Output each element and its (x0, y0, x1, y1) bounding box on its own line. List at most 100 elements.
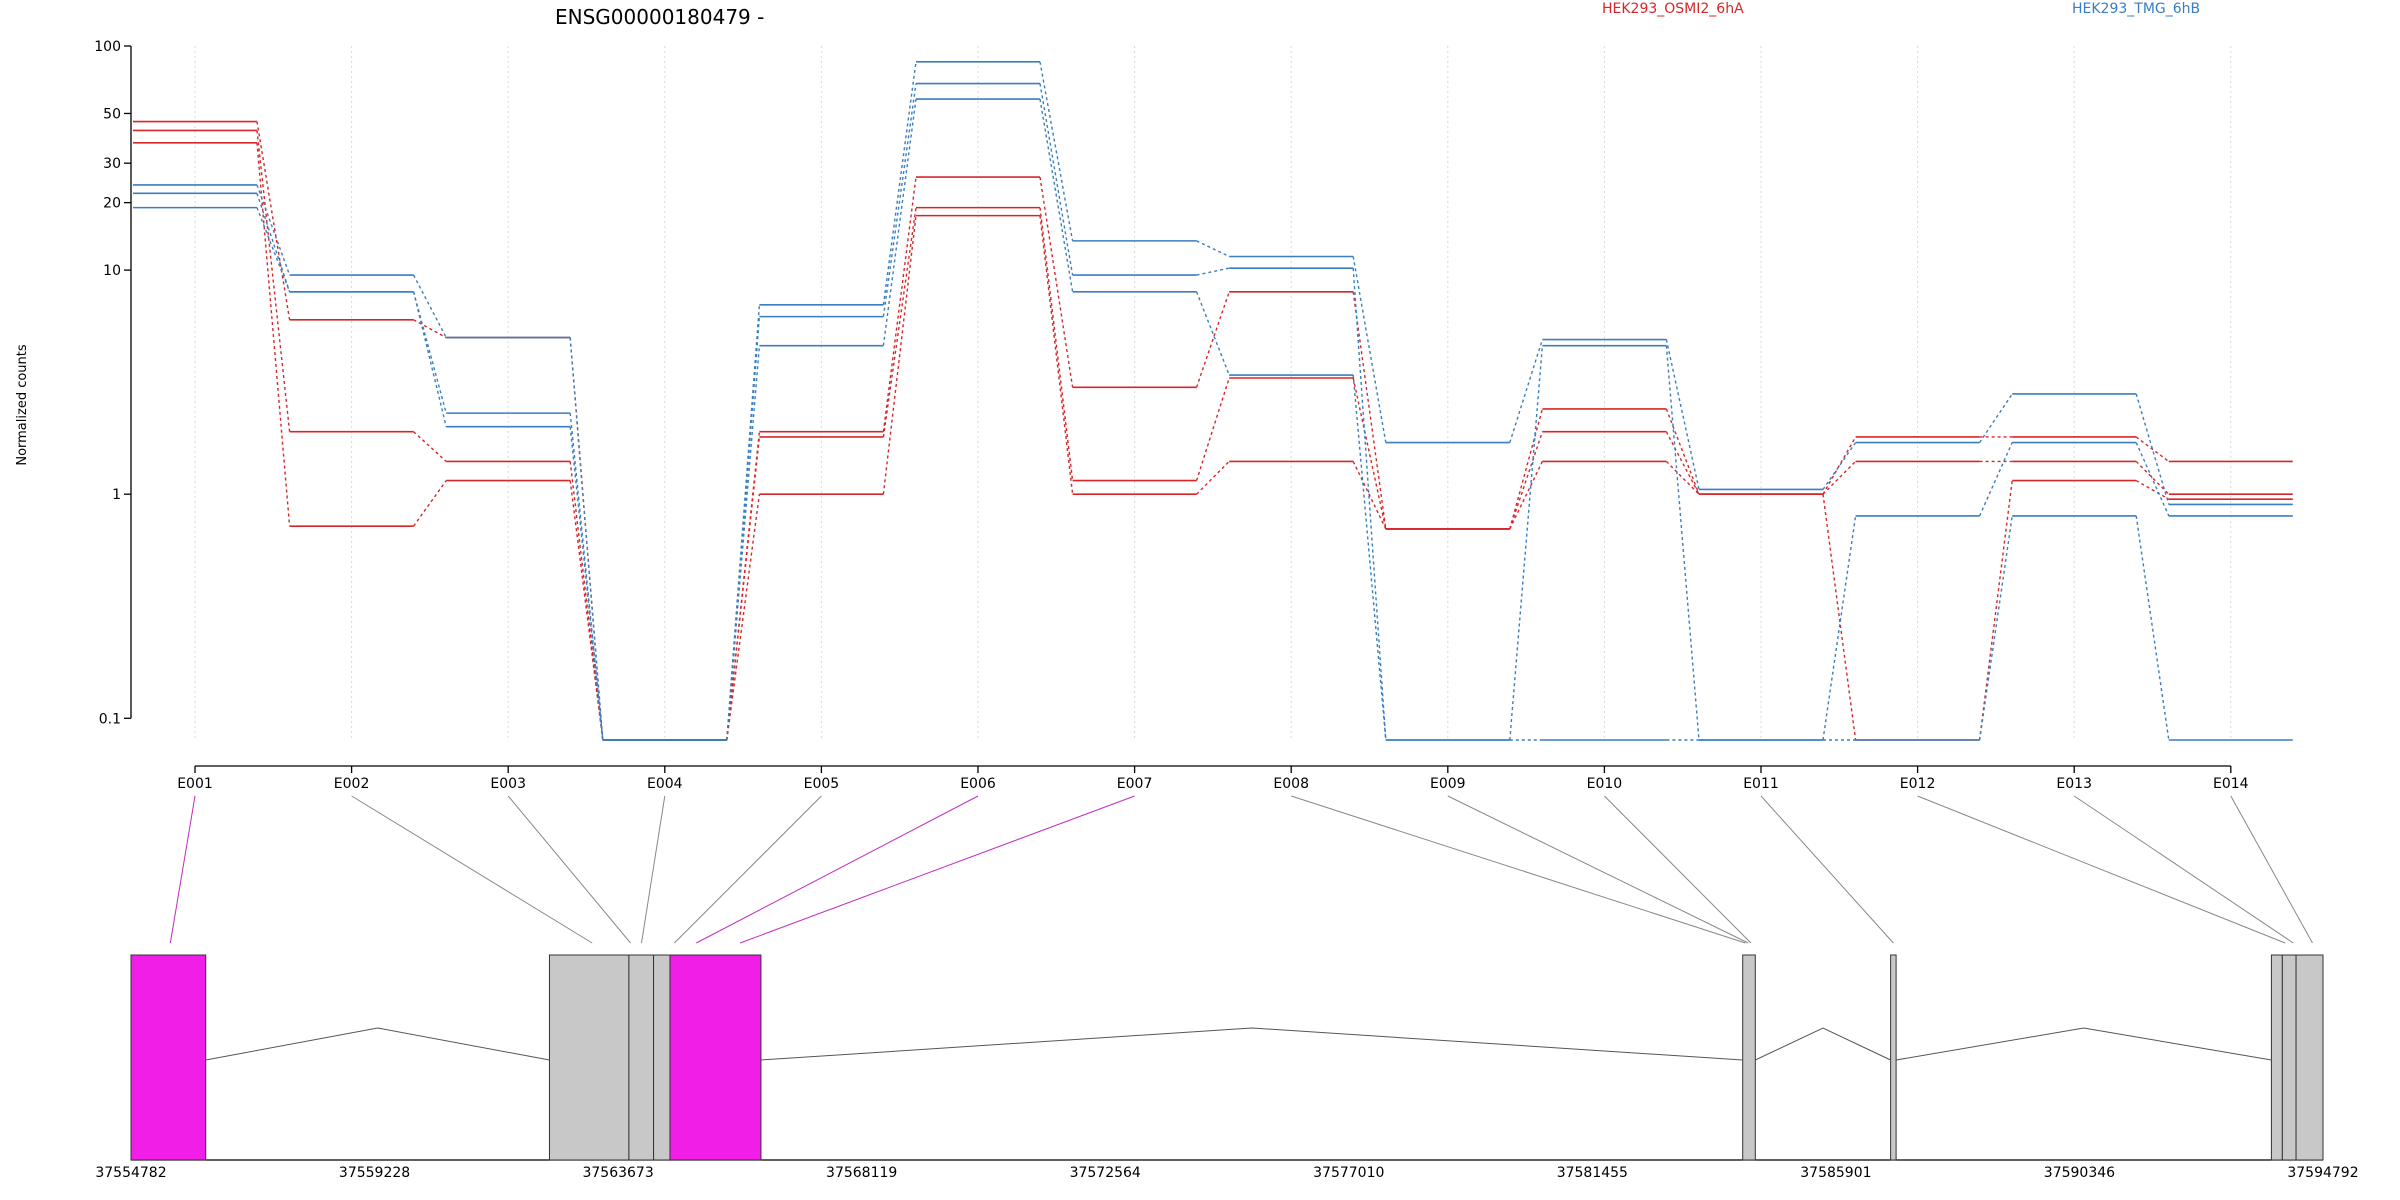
series-2-link (882, 215, 917, 495)
series-1-link (1665, 431, 1700, 495)
x-tick-label-E003: E003 (490, 776, 526, 792)
gene-model: 37554782 37559228 37563673 37568119 37572564… (95, 954, 2359, 1181)
series-5-link (882, 98, 917, 346)
series-1-link (1195, 377, 1230, 481)
y-tick-label: 100 (94, 39, 121, 55)
connector-E009 (1447, 795, 1749, 944)
series-2-link (569, 480, 604, 741)
series-5-link (412, 291, 447, 427)
series-0-link (413, 319, 447, 339)
series-2-link (413, 480, 447, 527)
series-0-link (1822, 436, 1857, 495)
intron-line (205, 1027, 550, 1061)
series-2-link (2135, 479, 2170, 500)
series-3-link (1509, 339, 1544, 443)
exon-box-E005 (669, 954, 762, 1161)
series-1-link (726, 436, 761, 741)
connector-E002 (351, 795, 593, 944)
series-0-link (2135, 436, 2170, 463)
exon-box-E003 (628, 954, 655, 1161)
x-tick-label-E004: E004 (647, 776, 683, 792)
series-3-link (1665, 339, 1700, 490)
series-4-link (256, 193, 291, 293)
series-0-link (1195, 291, 1230, 388)
gene-coord-label: 37585901 (1800, 1165, 1871, 1181)
series-1-link (1822, 460, 1857, 495)
series-1-link (882, 207, 917, 438)
series-2-link (1509, 461, 1544, 530)
series-3-link (569, 337, 604, 741)
y-tick-label: 10 (103, 263, 121, 279)
series-lines (133, 61, 2293, 741)
y-tick-label: 20 (103, 196, 121, 212)
x-tick-label-E010: E010 (1587, 776, 1623, 792)
connector-E014 (2230, 795, 2313, 944)
x-tick-label-E005: E005 (804, 776, 840, 792)
exon-box-E004 (653, 954, 671, 1161)
exon-box-E013 (2281, 954, 2297, 1161)
series-0-link (726, 431, 761, 741)
series-1-link (413, 431, 447, 462)
y-tick-label: 1 (112, 487, 121, 503)
gene-coord-label: 37577010 (1313, 1165, 1384, 1181)
exon-box-E011 (1890, 954, 1897, 1161)
y-axis: 0.1 1 10 20 30 50 100 (94, 39, 132, 727)
y-tick-label: 50 (103, 106, 121, 122)
gene-coord-label: 37590346 (2044, 1165, 2115, 1181)
series-4-link (1665, 345, 1700, 741)
series-1-link (2135, 460, 2170, 495)
series-4-link (1978, 442, 2013, 517)
series-2-link (1352, 461, 1387, 530)
chart-title: ENSG00000180479 - (555, 5, 764, 29)
x-tick-label-E007: E007 (1117, 776, 1153, 792)
series-3-link (1039, 61, 1074, 242)
intron-line (760, 1027, 1743, 1061)
series-2-link (1978, 480, 2013, 741)
series-1-link (256, 130, 291, 432)
series-2-link (1665, 460, 1700, 495)
gene-coord-label: 37559228 (339, 1165, 410, 1181)
series-4-link (726, 316, 761, 741)
x-tick-label-E008: E008 (1273, 776, 1309, 792)
x-tick-label-E014: E014 (2213, 776, 2249, 792)
series-4-link (2135, 442, 2170, 517)
series-5-link (726, 345, 761, 741)
connector-E006 (696, 795, 979, 944)
series-2-link (1196, 460, 1230, 495)
y-tick-label: 30 (103, 156, 121, 172)
connector-E007 (739, 795, 1135, 944)
y-axis-label: Normalized counts (15, 344, 30, 466)
gene-coord-label: 37563673 (582, 1165, 653, 1181)
series-5-link (2135, 515, 2170, 741)
x-tick-label-E012: E012 (1900, 776, 1936, 792)
exon-box-E014 (2295, 954, 2324, 1161)
intron-line (1896, 1027, 2272, 1061)
series-0-link (1039, 176, 1074, 388)
series-0-link (1352, 291, 1387, 529)
x-tick-label-E001: E001 (177, 776, 213, 792)
x-axis: E001 E002 E003 E004 E005 E006 E007 E008 E009 E010… (177, 765, 2249, 792)
intron-line (1755, 1027, 1891, 1061)
connector-E003 (507, 795, 631, 944)
connector-E010 (1604, 795, 1752, 944)
exon-box-E001 (130, 954, 207, 1161)
legend-osmi2: HEK293_OSMI2_6hA (1602, 1, 1744, 17)
series-5-link (569, 426, 604, 741)
vertical-gridlines (194, 46, 2232, 740)
series-3-link (1352, 256, 1387, 443)
exon-box-E012 (2270, 954, 2283, 1161)
series-0-link (1665, 408, 1700, 495)
connector-E012 (1917, 795, 2286, 944)
series-0-link (882, 177, 917, 432)
series-0-link (1509, 408, 1544, 530)
series-2-link (726, 494, 761, 741)
series-2-link (1039, 215, 1074, 495)
exon-box-E009 (1742, 954, 1756, 1161)
series-2-link (256, 142, 291, 527)
series-4-link (569, 413, 604, 741)
series-4-link (1822, 515, 1857, 741)
series-1-link (1039, 207, 1074, 481)
series-2-link (1822, 494, 1857, 741)
series-1-link (569, 461, 604, 741)
series-4-link (1352, 268, 1387, 741)
